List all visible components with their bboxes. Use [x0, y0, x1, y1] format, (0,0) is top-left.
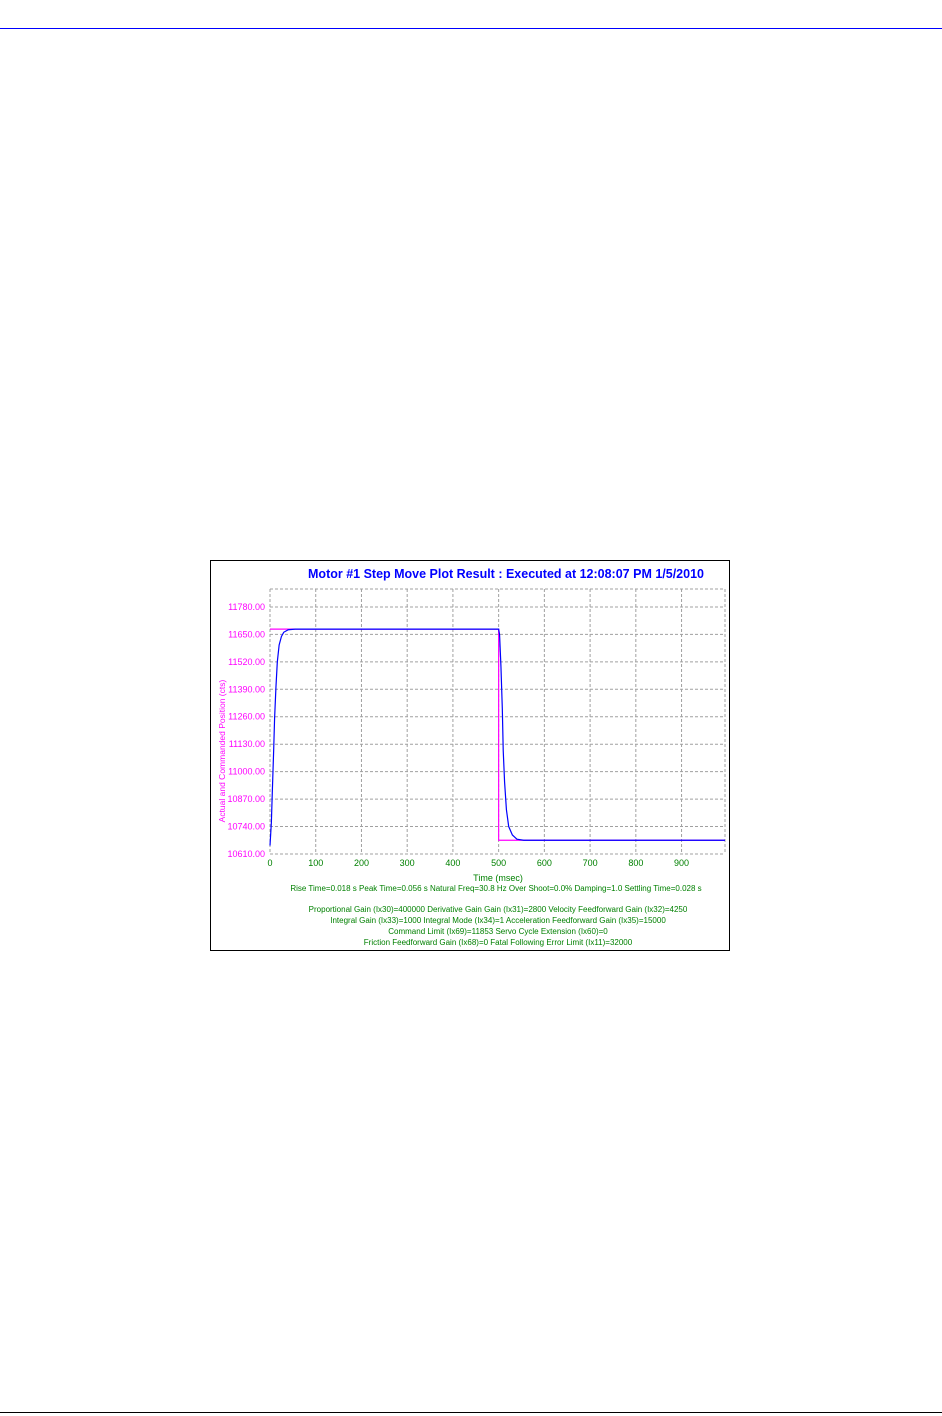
x-tick-label: 600 [537, 858, 552, 868]
y-tick-label: 11650.00 [228, 629, 265, 639]
chart-svg: Motor #1 Step Move Plot Result : Execute… [217, 567, 726, 947]
x-tick-label: 500 [491, 858, 506, 868]
chart-title: Motor #1 Step Move Plot Result : Execute… [308, 567, 704, 581]
y-tick-label: 11130.00 [229, 739, 265, 749]
y-axis-label: Actual and Commanded Position (cts) [217, 679, 227, 822]
actual-position-line [269, 628, 725, 846]
commanded-position-line [270, 628, 725, 841]
header-rule [0, 28, 942, 29]
gain-line: Integral Gain (Ix33)=1000 Integral Mode … [330, 916, 666, 925]
y-tick-label: 10740.00 [227, 822, 265, 832]
x-tick-label: 800 [628, 858, 643, 868]
y-tick-label: 11000.00 [228, 767, 265, 777]
x-tick-label: 700 [583, 858, 598, 868]
x-tick-label: 100 [308, 858, 323, 868]
gain-line: Friction Feedforward Gain (Ix68)=0 Fatal… [364, 938, 633, 947]
x-axis-label: Time (msec) [473, 873, 523, 883]
y-tick-label: 11520.00 [228, 657, 265, 667]
step-move-plot: Motor #1 Step Move Plot Result : Execute… [210, 560, 730, 951]
gain-line: Proportional Gain (Ix30)=400000 Derivati… [309, 905, 688, 914]
y-tick-label: 11260.00 [228, 712, 265, 722]
footer-rule [0, 1412, 942, 1413]
y-tick-label: 11390.00 [228, 684, 265, 694]
x-tick-label: 300 [400, 858, 415, 868]
y-tick-label: 10610.00 [227, 849, 265, 859]
x-tick-label: 0 [267, 858, 272, 868]
gain-line: Command Limit (Ix69)=11853 Servo Cycle E… [388, 927, 608, 936]
x-tick-label: 400 [445, 858, 460, 868]
y-tick-label: 10870.00 [227, 794, 265, 804]
results-line: Rise Time=0.018 s Peak Time=0.056 s Natu… [290, 884, 701, 893]
y-tick-label: 11780.00 [228, 602, 265, 612]
x-tick-label: 900 [674, 858, 689, 868]
x-tick-label: 200 [354, 858, 369, 868]
